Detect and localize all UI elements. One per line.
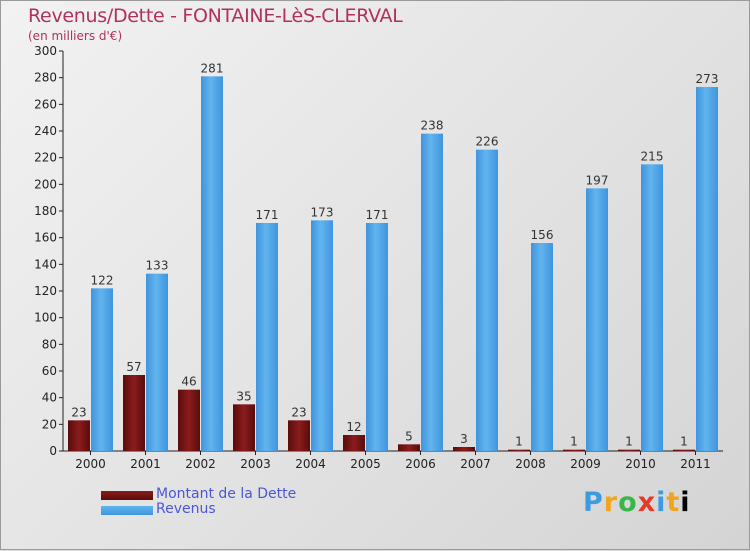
legend-swatch-revenue <box>101 506 153 515</box>
bar-debt <box>123 375 145 451</box>
data-label-debt: 3 <box>460 432 468 446</box>
legend-label-revenue: Revenus <box>156 501 216 517</box>
x-tick-label: 2002 <box>185 457 216 471</box>
bar-revenue <box>311 220 333 451</box>
data-label-revenue: 171 <box>256 208 279 222</box>
y-tick-label: 100 <box>34 311 57 325</box>
x-tick-label: 2006 <box>405 457 436 471</box>
bar-revenue <box>586 188 608 452</box>
data-label-revenue: 215 <box>641 149 664 163</box>
data-label-revenue: 226 <box>476 135 499 149</box>
bar-debt <box>453 447 475 451</box>
bar-debt <box>288 420 310 451</box>
x-tick-label: 2001 <box>130 457 161 471</box>
data-label-debt: 1 <box>515 435 523 449</box>
bar-revenue <box>91 288 113 451</box>
data-label-debt: 46 <box>181 375 196 389</box>
y-tick-label: 160 <box>34 231 57 245</box>
data-label-revenue: 122 <box>91 273 114 287</box>
bar-revenue <box>366 223 388 451</box>
bar-debt <box>233 404 255 451</box>
x-tick-label: 2005 <box>350 457 381 471</box>
data-label-debt: 23 <box>291 405 306 419</box>
data-label-debt: 57 <box>126 360 141 374</box>
x-tick-label: 2008 <box>515 457 546 471</box>
bar-revenue <box>641 164 663 452</box>
y-tick-label: 40 <box>42 391 57 405</box>
bar-revenue <box>146 273 168 451</box>
bar-debt <box>673 449 695 451</box>
data-label-debt: 1 <box>680 435 688 449</box>
bar-debt <box>563 449 585 451</box>
proxiti-logo: Proxiti <box>583 487 691 518</box>
y-tick-label: 20 <box>42 417 57 431</box>
bar-debt <box>508 449 530 451</box>
bar-debt <box>343 435 365 451</box>
bar-revenue <box>531 243 553 451</box>
data-label-revenue: 173 <box>311 205 334 219</box>
y-tick-label: 0 <box>49 444 57 458</box>
bar-revenue <box>201 76 223 451</box>
chart-subtitle: (en milliers d'€) <box>28 29 123 43</box>
y-tick-label: 240 <box>34 124 57 138</box>
data-label-revenue: 238 <box>421 119 444 133</box>
y-tick-label: 300 <box>34 44 57 58</box>
y-tick-label: 140 <box>34 257 57 271</box>
x-tick-label: 2009 <box>570 457 601 471</box>
data-label-debt: 12 <box>346 420 361 434</box>
x-tick-label: 2010 <box>625 457 656 471</box>
data-label-debt: 1 <box>570 435 578 449</box>
y-tick-label: 60 <box>42 364 57 378</box>
x-tick-label: 2011 <box>680 457 711 471</box>
chart-title: Revenus/Dette - FONTAINE-LèS-CLERVAL <box>28 5 403 27</box>
y-tick-label: 260 <box>34 97 57 111</box>
bar-debt <box>398 444 420 451</box>
data-label-revenue: 156 <box>531 228 554 242</box>
bar-revenue <box>421 133 443 451</box>
x-tick-label: 2004 <box>295 457 326 471</box>
y-tick-label: 280 <box>34 71 57 85</box>
bar-revenue <box>476 149 498 451</box>
bar-revenue <box>696 87 718 451</box>
data-label-debt: 1 <box>625 435 633 449</box>
data-label-revenue: 171 <box>366 208 389 222</box>
x-tick-label: 2007 <box>460 457 491 471</box>
bar-debt <box>68 420 90 451</box>
data-label-revenue: 133 <box>146 259 169 273</box>
data-label-revenue: 273 <box>696 72 719 86</box>
bar-revenue <box>256 223 278 451</box>
data-label-debt: 35 <box>236 389 251 403</box>
legend-swatch-debt <box>101 491 153 500</box>
data-label-debt: 5 <box>405 429 413 443</box>
data-label-revenue: 281 <box>201 61 224 75</box>
x-tick-label: 2000 <box>75 457 106 471</box>
data-label-revenue: 197 <box>586 173 609 187</box>
y-tick-label: 80 <box>42 337 57 351</box>
bar-debt <box>618 449 640 451</box>
y-tick-label: 200 <box>34 177 57 191</box>
y-tick-label: 180 <box>34 204 57 218</box>
bar-debt <box>178 389 200 451</box>
legend-label-debt: Montant de la Dette <box>156 486 297 502</box>
data-label-debt: 23 <box>71 405 86 419</box>
y-tick-label: 120 <box>34 284 57 298</box>
x-tick-label: 2003 <box>240 457 271 471</box>
y-tick-label: 220 <box>34 151 57 165</box>
